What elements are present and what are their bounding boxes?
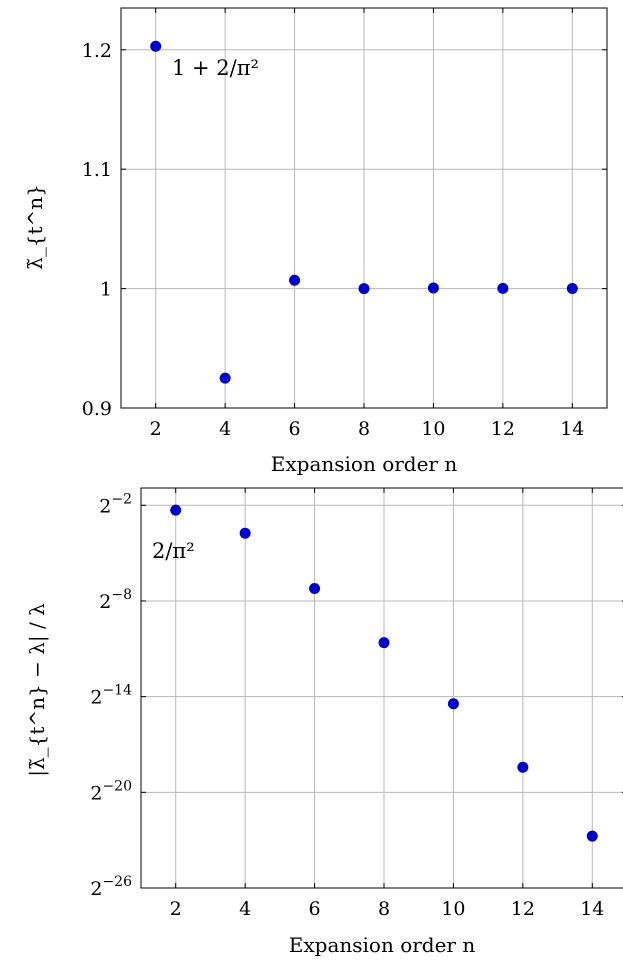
- x-tick-label: 8: [378, 898, 390, 920]
- data-point: [497, 282, 509, 294]
- y-axis-label-top: λ̃_{t^n}: [23, 184, 47, 270]
- x-tick-label: 10: [421, 418, 445, 440]
- series-bottom: [170, 504, 598, 842]
- chart-top: 2 4 6 8 10 12 14 0.9 1 1.1 1.2 1 + 2/π² Expansion …: [23, 7, 608, 476]
- data-point: [289, 274, 301, 286]
- chart-bottom: 2 4 6 8 10 12 14 2−2 2−8 2−14 2−20 2−26 2/π² Expans…: [25, 487, 623, 957]
- data-point: [150, 40, 162, 52]
- annotation-top: 1 + 2/π²: [172, 56, 259, 80]
- y-tick-label: 2−2: [99, 491, 132, 517]
- grid-bottom: [141, 488, 623, 889]
- data-point: [566, 282, 578, 294]
- x-tick-label: 14: [560, 418, 584, 440]
- series-top: [150, 40, 578, 384]
- y-tick-label: 2−14: [90, 683, 132, 709]
- tick-labels-bottom: 2 4 6 8 10 12 14 2−2 2−8 2−14 2−20 2−26: [90, 491, 604, 920]
- data-point: [427, 282, 439, 294]
- data-point: [378, 637, 390, 649]
- x-tick-label: 4: [239, 898, 251, 920]
- x-tick-label: 14: [580, 898, 604, 920]
- x-tick-label: 12: [491, 418, 515, 440]
- y-tick-label: 0.9: [82, 398, 112, 420]
- x-tick-label: 2: [150, 418, 162, 440]
- x-tick-label: 10: [441, 898, 465, 920]
- data-point: [170, 504, 182, 516]
- annotation-bottom: 2/π²: [152, 539, 195, 563]
- x-axis-label-top: Expansion order n: [271, 452, 458, 476]
- tick-labels-top: 2 4 6 8 10 12 14 0.9 1 1.1 1.2: [82, 40, 585, 440]
- data-point: [239, 527, 251, 539]
- y-tick-label: 1.2: [82, 40, 112, 62]
- data-point: [517, 761, 529, 773]
- x-tick-label: 6: [289, 418, 301, 440]
- data-point: [358, 283, 370, 295]
- data-point: [309, 582, 321, 594]
- plot-frame-bottom: [140, 487, 623, 889]
- x-axis-label-bottom: Expansion order n: [289, 933, 476, 957]
- y-tick-label: 1: [100, 279, 112, 301]
- ticks-top: [121, 8, 607, 409]
- y-tick-label: 1.1: [82, 159, 112, 181]
- data-point: [219, 372, 231, 384]
- y-axis-label-bottom: |λ̃_{t^n} − λ| / λ: [25, 603, 50, 777]
- x-tick-label: 8: [358, 418, 370, 440]
- y-tick-label: 2−26: [90, 874, 132, 900]
- x-tick-label: 12: [511, 898, 535, 920]
- data-point: [447, 698, 459, 710]
- x-tick-label: 2: [170, 898, 182, 920]
- data-point: [586, 830, 598, 842]
- x-tick-label: 4: [219, 418, 231, 440]
- ticks-bottom: [141, 488, 623, 889]
- y-tick-label: 2−20: [90, 778, 132, 804]
- y-tick-label: 2−8: [99, 587, 132, 613]
- x-tick-label: 6: [309, 898, 321, 920]
